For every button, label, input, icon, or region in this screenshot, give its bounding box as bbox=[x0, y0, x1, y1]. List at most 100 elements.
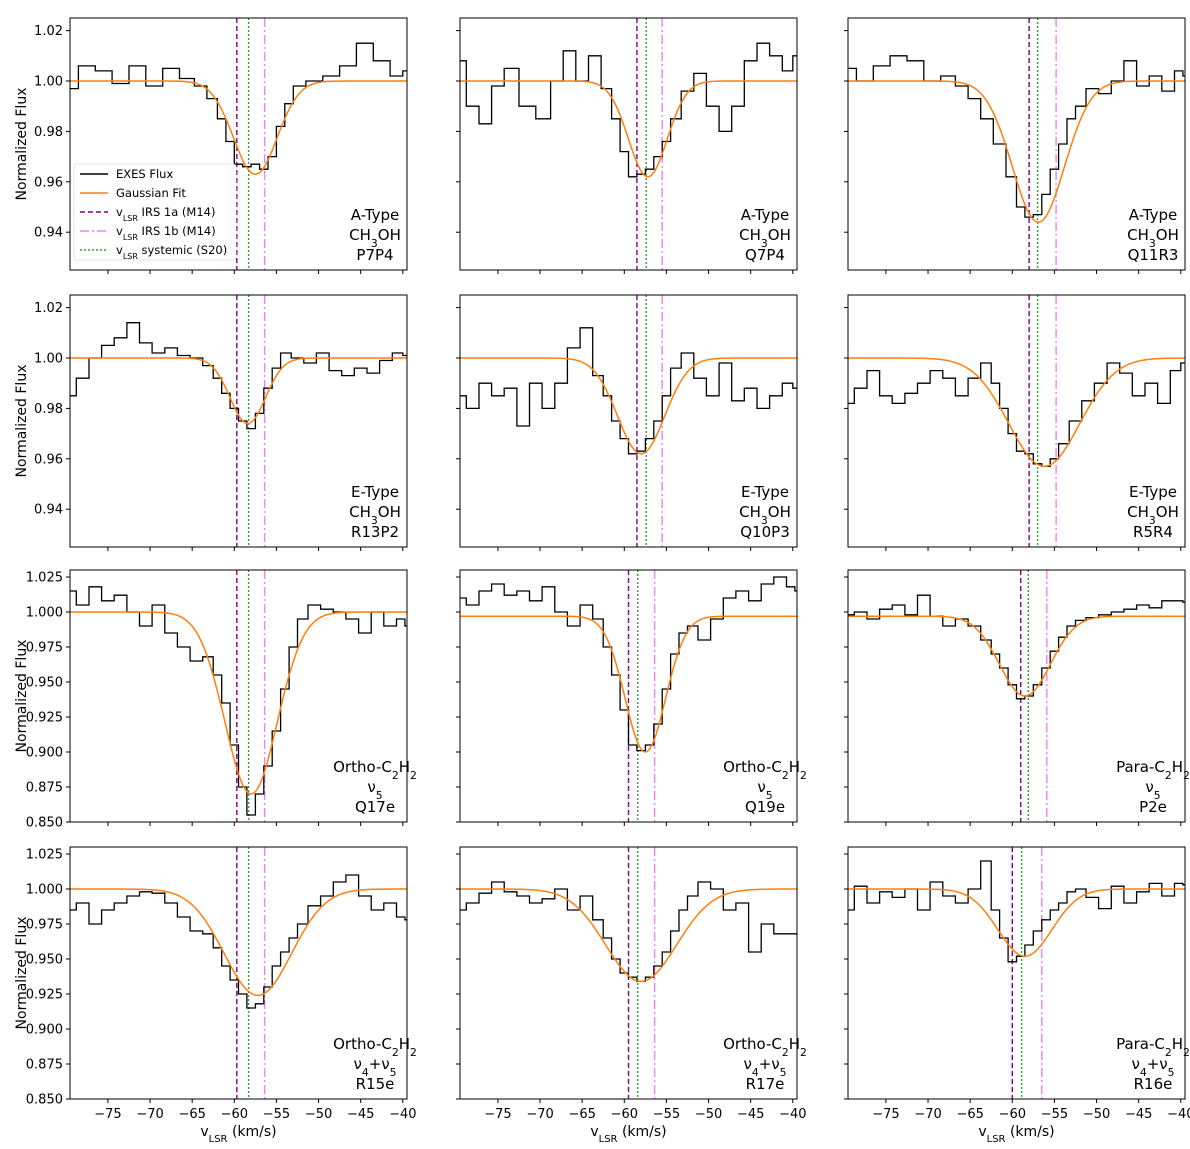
panel-annotation-line-1: A-Type bbox=[1129, 206, 1177, 224]
x-tick-label: −40 bbox=[779, 1107, 806, 1122]
gaussian-fit-line bbox=[460, 357, 797, 455]
panel-annotation-line-2: CH3OH bbox=[739, 226, 791, 250]
gaussian-fit-line bbox=[70, 611, 407, 795]
panel-annotation-line-1: Para-C2H2 bbox=[1116, 1035, 1190, 1059]
plot-frame bbox=[69, 569, 408, 823]
panel-annotation-line-3: Q17e bbox=[355, 798, 395, 816]
panel-annotation-line-3: Q10P3 bbox=[740, 523, 789, 541]
exes-flux-line bbox=[70, 322, 407, 430]
plot-frame bbox=[69, 294, 408, 548]
panel-3-1: −75 −70 −65 −60 −55 −50 −45 −40 Ortho-C2H2ν4+ν5R… bbox=[456, 846, 807, 1145]
exes-flux-line bbox=[460, 576, 797, 752]
plot-frame bbox=[459, 17, 798, 271]
panel-annotation-line-2: ν4+ν5 bbox=[1131, 1055, 1174, 1079]
gaussian-fit-line bbox=[70, 357, 407, 425]
plot-area bbox=[848, 847, 1185, 1099]
plot-area bbox=[70, 847, 407, 1099]
x-axis-label: vLSR (km/s) bbox=[978, 1124, 1054, 1145]
plot-area bbox=[460, 295, 797, 547]
x-tick-label: −65 bbox=[956, 1107, 983, 1122]
gaussian-fit-line bbox=[70, 80, 407, 175]
panel-annotation-line-1: Ortho-C2H2 bbox=[333, 1035, 417, 1059]
plot-frame bbox=[847, 17, 1186, 271]
panel-annotation-line-2: ν5 bbox=[1145, 778, 1160, 802]
plot-area bbox=[460, 570, 797, 822]
y-tick-label: 1.025 bbox=[26, 571, 63, 586]
y-tick-label: 0.875 bbox=[26, 1058, 63, 1073]
y-tick-label: 1.000 bbox=[26, 883, 63, 898]
y-axis-label: Normalized Flux bbox=[14, 640, 30, 753]
y-axis-label: Normalized Flux bbox=[14, 365, 30, 478]
panel-annotation-line-2: ν5 bbox=[367, 778, 382, 802]
panel-annotation-line-2: ν4+ν5 bbox=[353, 1055, 396, 1079]
legend-label-4: vLSR IRS 1b (M14) bbox=[116, 224, 216, 242]
plot-area bbox=[460, 847, 797, 1099]
y-tick-label: 0.850 bbox=[26, 816, 63, 831]
x-tick-label: −45 bbox=[347, 1107, 374, 1122]
panel-annotation-line-1: E-Type bbox=[741, 483, 789, 501]
y-tick-label: 0.950 bbox=[26, 953, 63, 968]
panel-annotation-line-2: CH3OH bbox=[739, 503, 791, 527]
x-tick-label: −60 bbox=[999, 1107, 1026, 1122]
y-tick-label: 0.900 bbox=[26, 746, 63, 761]
y-tick-label: 0.96 bbox=[34, 175, 63, 190]
plot-area bbox=[848, 570, 1185, 822]
panel-annotation-line-3: Q19e bbox=[745, 798, 785, 816]
panel-annotation-line-3: R16e bbox=[1134, 1075, 1173, 1093]
gaussian-fit-line bbox=[460, 615, 797, 753]
panel-annotation-line-3: R15e bbox=[356, 1075, 395, 1093]
panel-annotation-line-3: R5R4 bbox=[1133, 523, 1173, 541]
legend-label-2: Gaussian Fit bbox=[116, 186, 186, 200]
y-tick-label: 0.94 bbox=[34, 226, 63, 241]
y-axis-label: Normalized Flux bbox=[14, 88, 30, 201]
exes-flux-line bbox=[848, 55, 1185, 218]
legend-label-3: vLSR IRS 1a (M14) bbox=[116, 205, 215, 223]
x-tick-label: −70 bbox=[526, 1107, 553, 1122]
x-tick-label: −75 bbox=[94, 1107, 121, 1122]
panel-annotation-line-1: Para-C2H2 bbox=[1116, 758, 1190, 782]
panel-annotation-line-1: A-Type bbox=[741, 206, 789, 224]
gaussian-fit-line bbox=[848, 357, 1185, 468]
y-axis-label: Normalized Flux bbox=[14, 917, 30, 1030]
x-tick-label: −55 bbox=[653, 1107, 680, 1122]
panel-3-0: 0.850 0.875 0.900 0.925 0.950 0.975 1.000 1.025… bbox=[14, 846, 417, 1145]
y-tick-label: 0.925 bbox=[26, 711, 63, 726]
y-tick-label: 1.025 bbox=[26, 848, 63, 863]
panel-annotation-line-3: Q7P4 bbox=[745, 246, 785, 264]
x-tick-label: −60 bbox=[611, 1107, 638, 1122]
panel-annotation-line-1: Ortho-C2H2 bbox=[333, 758, 417, 782]
panel-2-0: 0.850 0.875 0.900 0.925 0.950 0.975 1.000 1.025… bbox=[14, 569, 417, 831]
x-tick-label: −45 bbox=[737, 1107, 764, 1122]
x-tick-label: −75 bbox=[484, 1107, 511, 1122]
y-tick-label: 0.975 bbox=[26, 918, 63, 933]
plot-area bbox=[70, 18, 407, 270]
exes-flux-line bbox=[460, 881, 797, 983]
x-tick-label: −40 bbox=[389, 1107, 416, 1122]
panel-annotation-line-1: Ortho-C2H2 bbox=[723, 758, 807, 782]
x-tick-label: −55 bbox=[1041, 1107, 1068, 1122]
plot-frame bbox=[459, 846, 798, 1100]
y-tick-label: 1.00 bbox=[34, 352, 63, 367]
plot-area bbox=[70, 295, 407, 547]
plot-area bbox=[848, 18, 1185, 270]
y-tick-label: 0.900 bbox=[26, 1023, 63, 1038]
exes-flux-line bbox=[70, 586, 407, 816]
x-tick-label: −70 bbox=[914, 1107, 941, 1122]
panel-3-2: −75 −70 −65 −60 −55 −50 −45 −40 Para-C2H2ν4+ν5R1… bbox=[844, 846, 1190, 1145]
y-tick-label: 0.94 bbox=[34, 503, 63, 518]
panel-annotation-line-3: Q11R3 bbox=[1128, 246, 1179, 264]
panel-annotation-line-1: A-Type bbox=[351, 206, 399, 224]
exes-flux-line bbox=[70, 874, 407, 1009]
plot-frame bbox=[459, 569, 798, 823]
exes-flux-line bbox=[848, 860, 1185, 963]
x-tick-label: −45 bbox=[1125, 1107, 1152, 1122]
x-tick-label: −50 bbox=[305, 1107, 332, 1122]
x-tick-label: −55 bbox=[263, 1107, 290, 1122]
panel-annotation-line-2: CH3OH bbox=[349, 226, 401, 250]
